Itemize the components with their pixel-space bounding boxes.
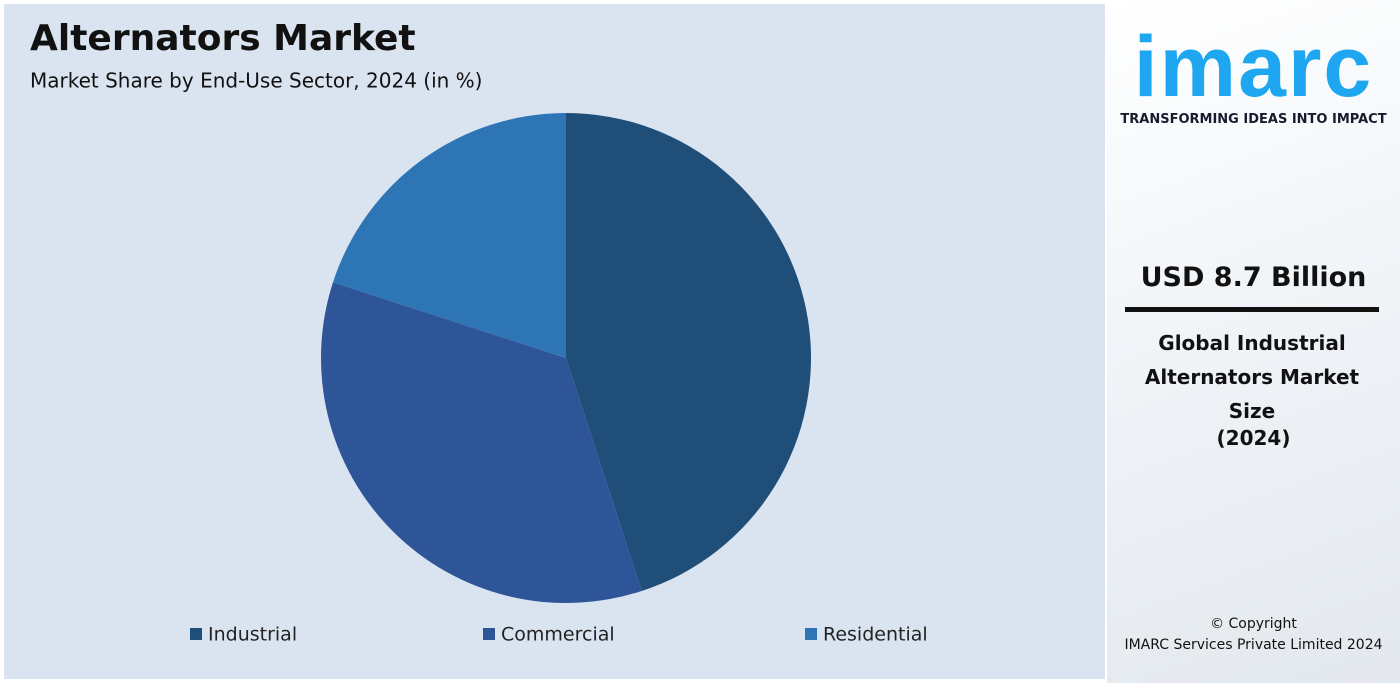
legend-swatch xyxy=(805,628,817,640)
legend-label: Industrial xyxy=(208,624,297,646)
legend-label: Commercial xyxy=(501,624,615,646)
company-line: IMARC Services Private Limited 2024 xyxy=(1124,637,1383,653)
chart-title: Alternators Market xyxy=(30,18,416,59)
copyright-line: © Copyright xyxy=(1210,616,1297,632)
chart: Alternators Market Market Share by End-U… xyxy=(4,4,1105,679)
pie-slice xyxy=(321,282,642,603)
tagline: TRANSFORMING IDEAS INTO IMPACT xyxy=(1120,112,1387,127)
divider xyxy=(1125,307,1379,312)
legend-swatch xyxy=(190,628,202,640)
brand-logo: imarc xyxy=(1133,19,1374,115)
pie-slice xyxy=(332,113,566,358)
market-year: (2024) xyxy=(1216,426,1291,450)
legend-label: Residential xyxy=(823,624,928,646)
pie-slice xyxy=(566,113,811,592)
copyright: © Copyright IMARC Services Private Limite… xyxy=(1107,614,1400,656)
sidebar: imarc TRANSFORMING IDEAS INTO IMPACT USD… xyxy=(1107,0,1400,683)
legend-swatch xyxy=(483,628,495,640)
market-value: USD 8.7 Billion xyxy=(1140,262,1367,293)
market-description: Global Industrial Alternators Market Siz… xyxy=(1144,331,1360,423)
chart-subtitle: Market Share by End-Use Sector, 2024 (in… xyxy=(30,69,482,93)
